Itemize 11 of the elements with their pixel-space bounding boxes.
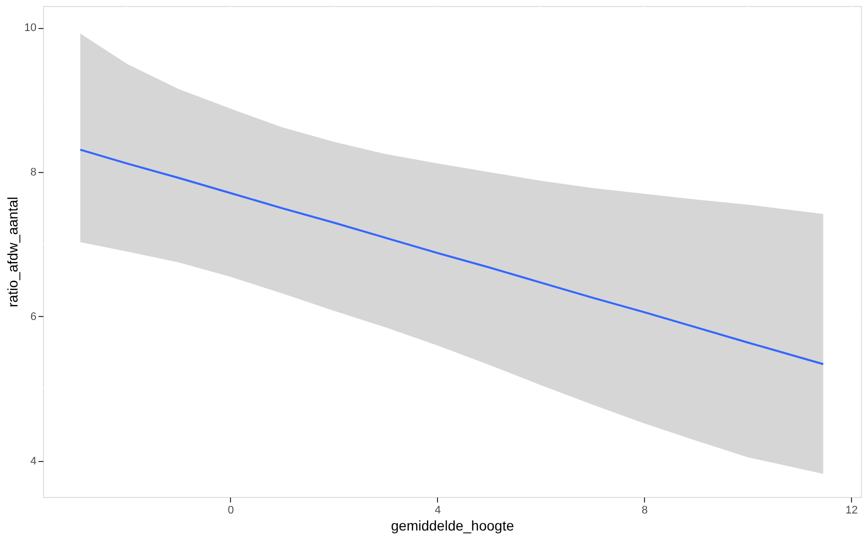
y-tick-label: 6 <box>30 310 36 323</box>
x-axis-title: gemiddelde_hoogte <box>391 518 514 534</box>
y-tick-label: 8 <box>30 166 36 179</box>
y-tick-label: 10 <box>24 22 36 34</box>
x-tick-label: 12 <box>846 504 858 516</box>
x-tick-label: 0 <box>228 504 234 516</box>
x-tick-label: 8 <box>642 504 648 516</box>
x-tick-label: 4 <box>434 504 441 516</box>
y-axis-title: ratio_afdw_aantal <box>4 196 20 308</box>
line-series <box>79 148 824 366</box>
y-tick-label: 4 <box>30 455 36 468</box>
